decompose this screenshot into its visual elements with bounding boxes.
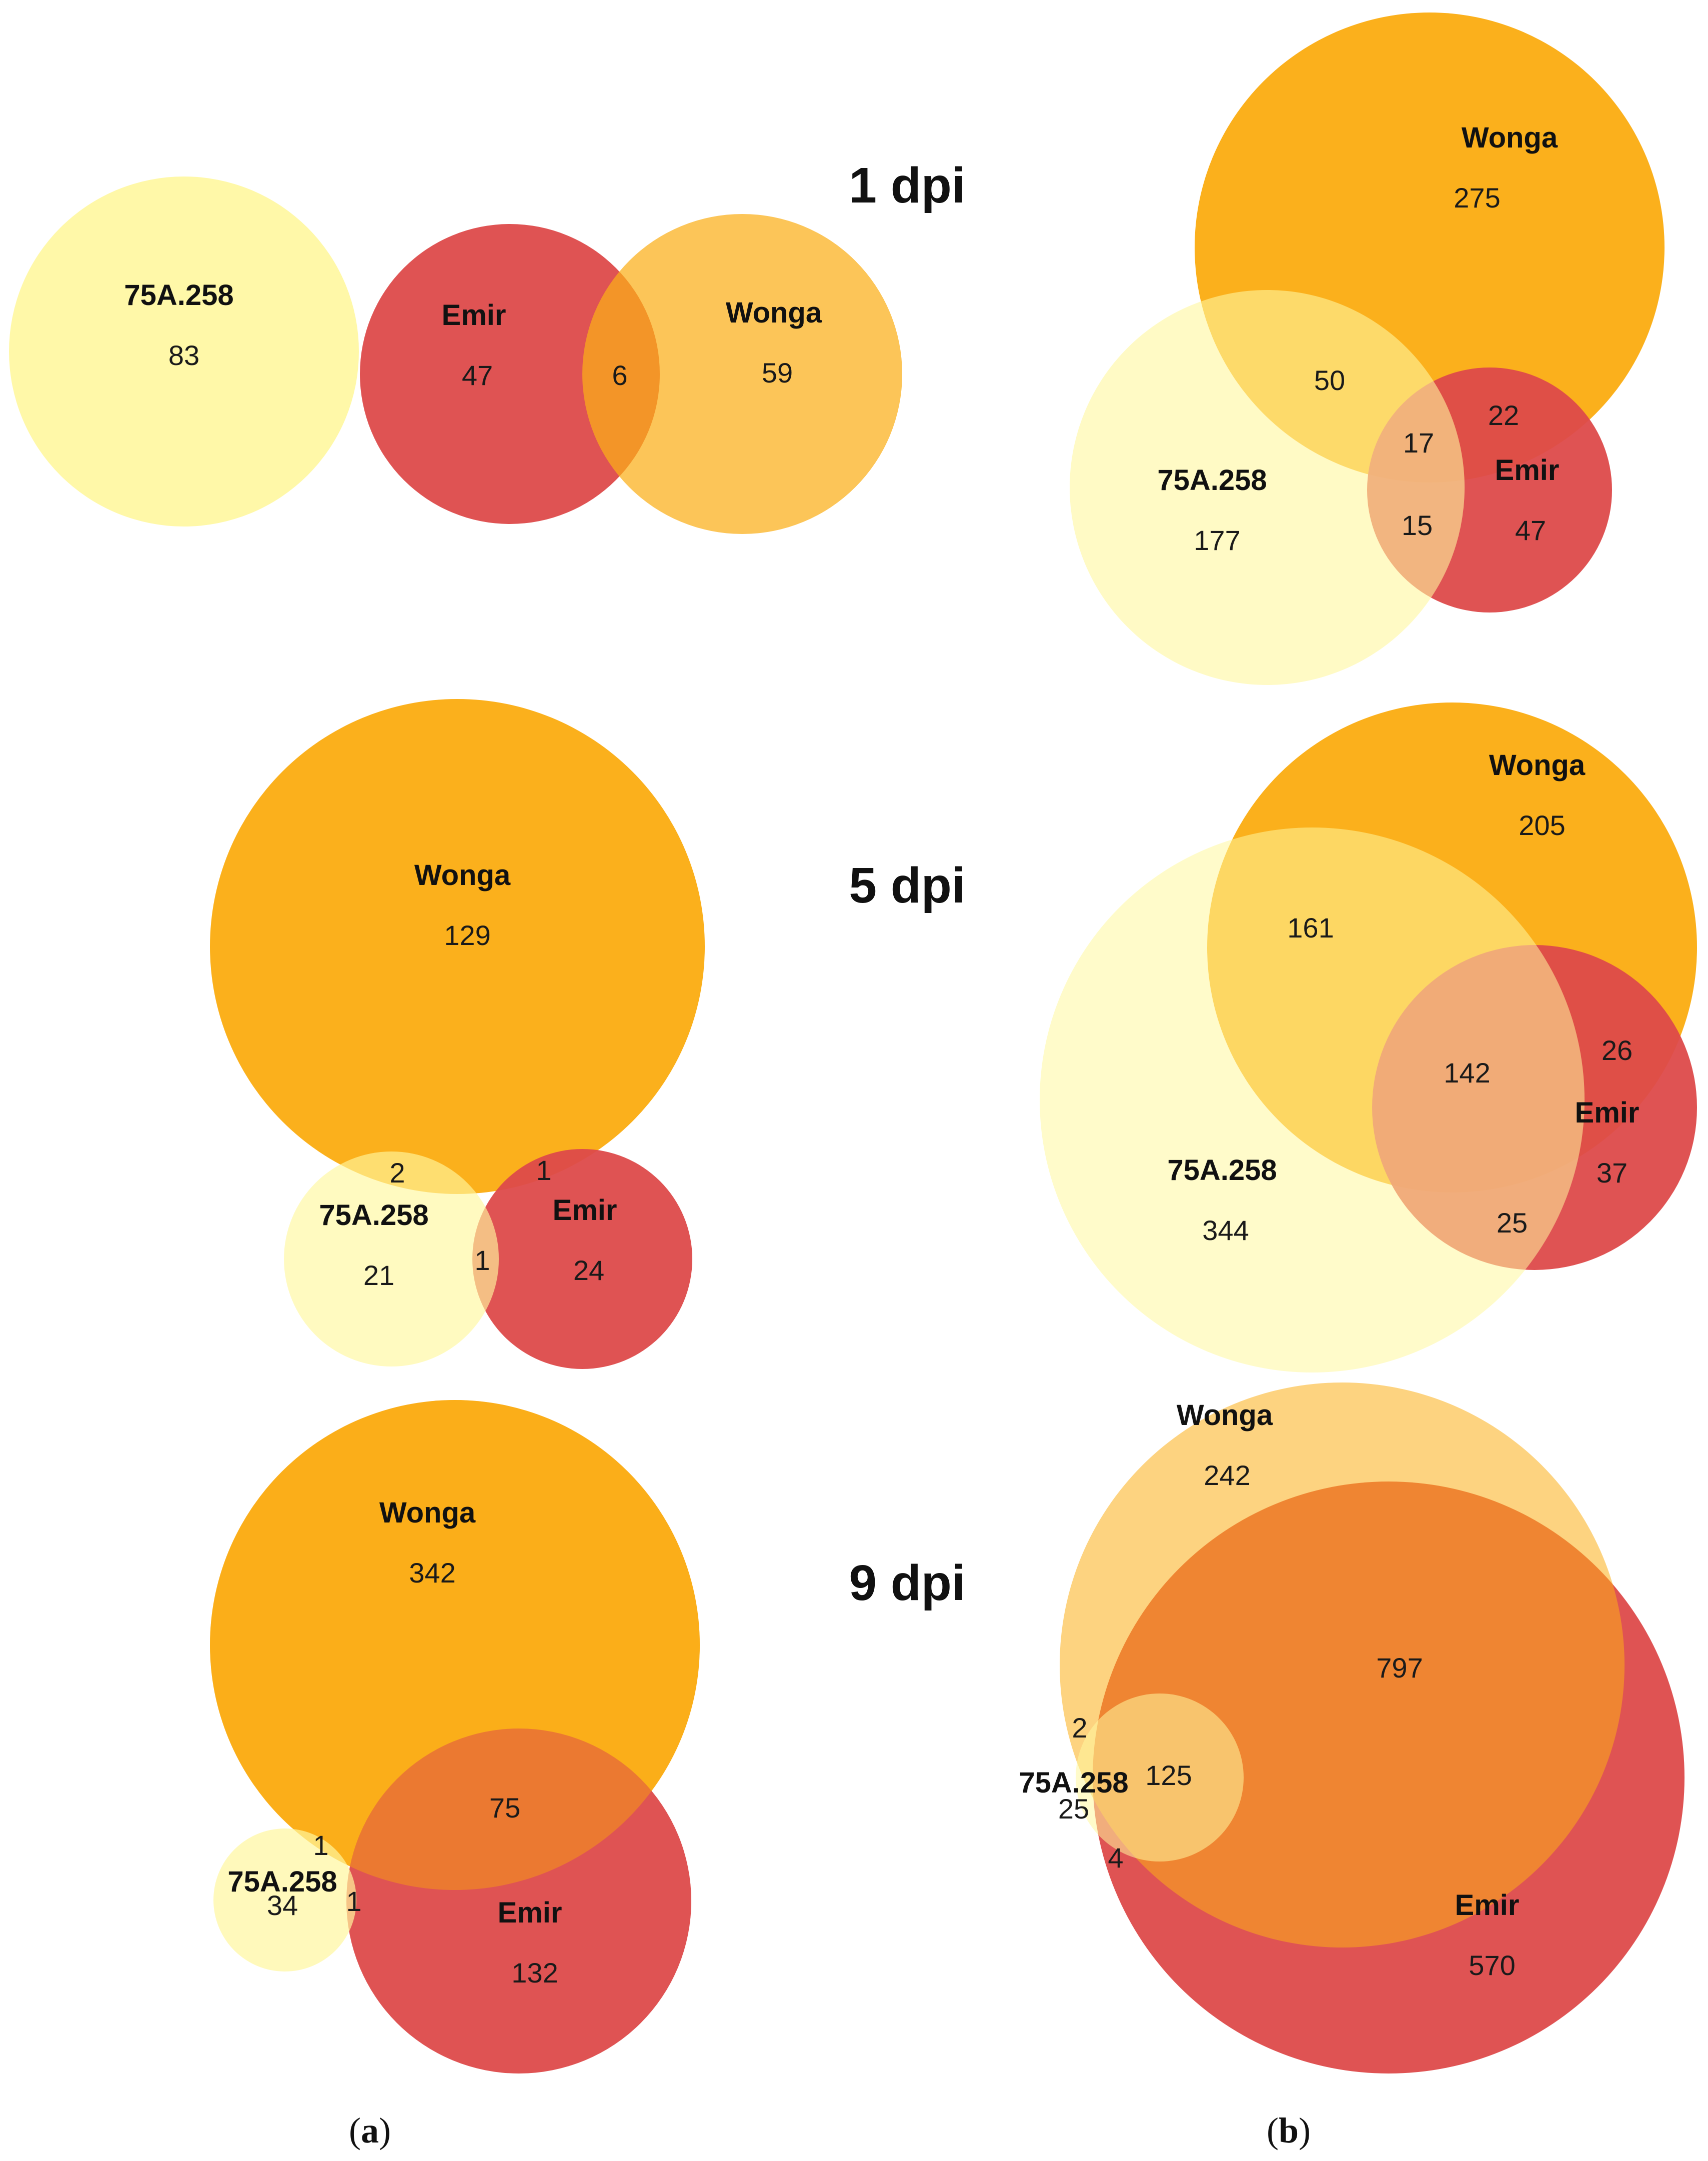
circle-75a258 bbox=[1070, 290, 1465, 685]
circle-wonga bbox=[1060, 1382, 1625, 1948]
region-count: 50 bbox=[1314, 364, 1345, 396]
set-label-emir: Emir bbox=[1575, 1096, 1640, 1129]
circle-emir bbox=[346, 1728, 691, 2074]
region-count: 1 bbox=[346, 1886, 361, 1917]
set-label-75a258: 75A.258 bbox=[227, 1866, 337, 1898]
time-label-5dpi: 5 dpi bbox=[849, 858, 965, 914]
region-count: 15 bbox=[1402, 510, 1433, 541]
set-label-75a258: 75A.258 bbox=[1157, 464, 1267, 496]
region-count: 34 bbox=[267, 1890, 298, 1921]
set-label-wonga: Wonga bbox=[414, 859, 511, 892]
region-count: 125 bbox=[1145, 1760, 1192, 1791]
circle-75a258 bbox=[1040, 828, 1585, 1372]
region-count: 83 bbox=[168, 340, 199, 371]
circle-75a258 bbox=[213, 1828, 356, 1972]
venn-a-9dpi: Wonga 342 75 1 75A.258 34 1 Emir 132 bbox=[210, 1400, 700, 2074]
region-count: 1 bbox=[536, 1154, 551, 1186]
circle-75a258 bbox=[284, 1152, 499, 1366]
region-count: 129 bbox=[444, 920, 490, 951]
circle-emir bbox=[360, 224, 660, 524]
region-count: 161 bbox=[1287, 912, 1334, 944]
region-count: 570 bbox=[1469, 1950, 1515, 1981]
region-count: 22 bbox=[1488, 400, 1519, 431]
circle-wonga-tint bbox=[1195, 12, 1665, 482]
region-count: 2 bbox=[389, 1157, 405, 1188]
set-label-emir: Emir bbox=[1495, 454, 1560, 486]
circle-wonga-overlap bbox=[210, 1400, 700, 1890]
time-label-9dpi: 9 dpi bbox=[849, 1555, 965, 1611]
time-label-1dpi: 1 dpi bbox=[849, 158, 965, 214]
region-count: 342 bbox=[409, 1557, 455, 1588]
region-count: 37 bbox=[1597, 1157, 1628, 1188]
region-count: 21 bbox=[363, 1260, 394, 1291]
region-count: 6 bbox=[612, 360, 627, 391]
set-label-emir: Emir bbox=[553, 1194, 617, 1226]
region-count: 2 bbox=[1072, 1712, 1087, 1744]
region-count: 1 bbox=[474, 1244, 490, 1276]
region-count: 344 bbox=[1202, 1214, 1249, 1246]
region-count: 142 bbox=[1444, 1057, 1490, 1088]
region-count: 797 bbox=[1376, 1652, 1423, 1684]
panel-label-b: (b) bbox=[1267, 2110, 1311, 2150]
region-count: 275 bbox=[1454, 182, 1500, 214]
region-count: 75 bbox=[489, 1792, 520, 1824]
set-label-wonga: Wonga bbox=[1462, 122, 1558, 154]
region-count: 26 bbox=[1602, 1034, 1633, 1066]
region-count: 47 bbox=[1515, 514, 1546, 546]
set-label-75a258: 75A.258 bbox=[124, 279, 233, 312]
region-count: 4 bbox=[1108, 1842, 1123, 1874]
set-label-75a258: 75A.258 bbox=[319, 1199, 428, 1232]
venn-b-5dpi: Wonga 205 161 142 26 Emir 37 75A.258 344… bbox=[1040, 702, 1697, 1372]
set-label-wonga: Wonga bbox=[379, 1496, 476, 1529]
set-label-wonga: Wonga bbox=[726, 296, 822, 329]
set-label-75a258: 75A.258 bbox=[1019, 1766, 1128, 1799]
panel-label-a: (a) bbox=[349, 2110, 391, 2150]
region-count: 177 bbox=[1194, 524, 1240, 556]
set-label-wonga: Wonga bbox=[1489, 749, 1586, 782]
set-label-emir: Emir bbox=[442, 299, 506, 332]
set-label-emir: Emir bbox=[1455, 1889, 1520, 1922]
region-count: 25 bbox=[1058, 1793, 1089, 1824]
venn-a-5dpi: Wonga 129 2 1 75A.258 21 1 Emir 24 bbox=[210, 699, 705, 1369]
region-count: 132 bbox=[511, 1957, 558, 1988]
venn-b-1dpi: Wonga 275 50 22 17 75A.258 177 15 Emir 4… bbox=[1070, 12, 1665, 685]
region-count: 1 bbox=[313, 1830, 328, 1861]
region-count: 47 bbox=[462, 360, 493, 391]
circle-75a258 bbox=[1076, 1694, 1244, 1862]
circle-emir bbox=[472, 1149, 692, 1369]
region-count: 24 bbox=[573, 1254, 604, 1286]
venn-b-9dpi: Wonga 242 797 2 125 75A.258 25 4 Emir 57… bbox=[1019, 1382, 1685, 2074]
circle-75a258 bbox=[9, 176, 359, 526]
circle-wonga bbox=[582, 214, 902, 534]
venn-a-1dpi: 75A.258 83 Emir 47 6 Wonga 59 bbox=[9, 176, 902, 534]
set-label-emir: Emir bbox=[498, 1896, 562, 1929]
set-label-wonga: Wonga bbox=[1177, 1399, 1273, 1432]
circle-wonga bbox=[210, 699, 705, 1194]
region-count: 242 bbox=[1204, 1460, 1250, 1491]
region-count: 25 bbox=[1497, 1207, 1528, 1238]
region-count: 59 bbox=[762, 357, 793, 388]
set-label-75a258: 75A.258 bbox=[1167, 1154, 1277, 1186]
region-count: 205 bbox=[1519, 810, 1565, 841]
region-count: 17 bbox=[1403, 427, 1434, 458]
